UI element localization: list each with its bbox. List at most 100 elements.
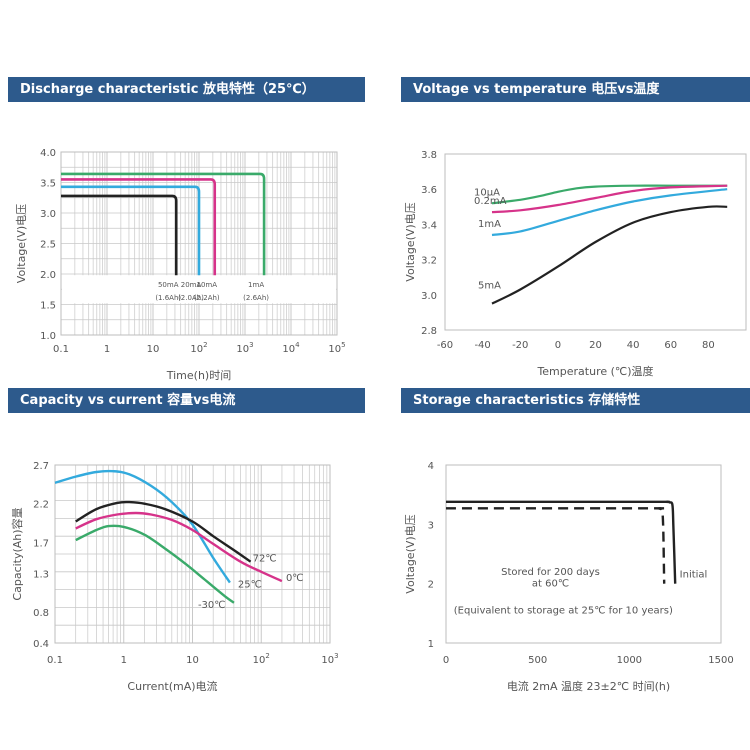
cc-series-green xyxy=(75,524,235,604)
voltage-temperature-panel: Voltage vs temperature 电压vs温度 2.8 3.0 3.2 3… xyxy=(401,77,750,406)
vt-xtick: -40 xyxy=(474,340,490,351)
cc-series-label: 72℃ xyxy=(253,554,277,565)
vt-series-10μA xyxy=(491,184,728,205)
discharge-xtick: 102 xyxy=(190,341,207,355)
cc-xtick: 10 xyxy=(186,655,199,666)
cc-frame xyxy=(54,464,331,644)
st-xtick: 1000 xyxy=(617,655,642,666)
st-series-dashed xyxy=(445,507,667,584)
discharge-frame xyxy=(60,151,338,336)
vt-xtick: -20 xyxy=(512,340,528,351)
vt-ytick: 3.0 xyxy=(421,291,437,302)
cc-ytick: 1.3 xyxy=(33,569,49,580)
discharge-ytick: 2.5 xyxy=(40,240,56,251)
discharge-ytick: 1.0 xyxy=(40,331,56,342)
st-ytick: 4 xyxy=(428,461,434,472)
cc-ylabel: Capacity(Ah)容量 xyxy=(10,507,24,600)
vt-xlabel: Temperature (℃)温度 xyxy=(536,364,653,378)
vt-xtick: 0 xyxy=(555,340,561,351)
discharge-legend-current: 1mA xyxy=(248,281,264,289)
storage-chart: 1 2 3 4 0 500 1000 1500 电流 2mA 温度 23±2℃ 时间(h) Vol… xyxy=(404,461,734,693)
vt-xtick: 20 xyxy=(589,340,602,351)
capacity-current-panel: Capacity vs current 容量vs电流 0.4 0.8 1.3 1.7 2… xyxy=(8,388,365,717)
vt-ytick: 3.2 xyxy=(421,256,437,267)
discharge-xtick: 10 xyxy=(147,344,160,355)
discharge-ytick: 1.5 xyxy=(40,301,56,312)
voltage-temperature-chart: 2.8 3.0 3.2 3.4 3.6 3.8 -60 -40 -20 0 20 40 60 80 Temp… xyxy=(404,150,747,378)
cc-ytick: 1.7 xyxy=(33,538,49,549)
cc-xtick: 1 xyxy=(121,655,127,666)
vt-series-label: 10μA xyxy=(474,187,500,198)
discharge-ytick: 3.5 xyxy=(40,179,56,190)
cc-grid xyxy=(54,464,330,644)
vt-xtick: 40 xyxy=(627,340,640,351)
cc-series-magenta xyxy=(75,511,283,583)
discharge-ytick: 3.0 xyxy=(40,209,56,220)
discharge-grid xyxy=(60,151,337,336)
discharge-legend-current: 20mA xyxy=(181,281,202,289)
vt-series-label: 5mA xyxy=(478,281,501,292)
discharge-series-10mA xyxy=(61,178,217,276)
cc-xtick: 0.1 xyxy=(47,655,63,666)
discharge-legend-current: 50mA xyxy=(158,281,179,289)
cc-series-black xyxy=(75,500,252,563)
storage-panel: Storage characteristics 存储特性 1 2 3 4 0 500 100… xyxy=(401,388,750,717)
st-ylabel: Voltage(V)电压 xyxy=(404,514,417,593)
vt-ytick: 3.8 xyxy=(421,150,437,161)
discharge-series-50mA xyxy=(61,194,178,276)
vt-xtick: 60 xyxy=(664,340,677,351)
st-xtick: 500 xyxy=(528,655,547,666)
cc-xlabel: Current(mA)电流 xyxy=(127,679,217,693)
st-series-solid xyxy=(445,500,677,584)
discharge-legend-band xyxy=(62,275,336,304)
vt-series-0.2mA xyxy=(491,184,728,214)
vt-ytick: 2.8 xyxy=(421,326,437,337)
discharge-ytick: 2.0 xyxy=(40,270,56,281)
cc-series-label: -30℃ xyxy=(198,600,226,611)
discharge-xtick: 103 xyxy=(236,341,253,355)
cc-ytick: 2.7 xyxy=(33,461,49,472)
cc-xtick: 103 xyxy=(321,652,338,666)
st-xtick: 1500 xyxy=(708,655,733,666)
st-frame xyxy=(445,464,722,644)
vt-series-label: 1mA xyxy=(478,219,501,230)
discharge-xtick: 105 xyxy=(328,341,345,355)
discharge-xtick: 104 xyxy=(282,341,300,355)
discharge-xtick: 0.1 xyxy=(53,344,69,355)
cc-ytick: 2.2 xyxy=(33,500,49,511)
discharge-xlabel: Time(h)时间 xyxy=(166,369,231,382)
vt-xtick: -60 xyxy=(437,340,453,351)
st-annotation-temp: at 60℃ xyxy=(532,579,569,590)
st-annotation-equiv: (Equivalent to storage at 25℃ for 10 yea… xyxy=(454,605,673,616)
cc-series-label: 0℃ xyxy=(286,573,304,584)
discharge-legend-capacity: (2.6Ah) xyxy=(243,294,269,302)
capacity-current-chart: 0.4 0.8 1.3 1.7 2.2 2.7 0.1 1 10 102 103 Current(mA… xyxy=(10,461,339,693)
discharge-chart: 1.0 1.5 2.0 2.5 3.0 3.5 4.0 0.1 1 10 102 103 104 105 T… xyxy=(15,148,346,382)
discharge-legend-capacity: (2.0Ah) xyxy=(178,294,204,302)
st-ytick: 3 xyxy=(428,520,434,531)
discharge-title: Discharge characteristic 放电特性（25℃） xyxy=(8,77,365,102)
st-xlabel: 电流 2mA 温度 23±2℃ 时间(h) xyxy=(507,679,670,693)
discharge-panel: Discharge characteristic 放电特性（25℃） 1.0 1.… xyxy=(8,77,365,406)
vt-series-label: 0.2mA xyxy=(474,196,507,207)
cc-series-label: 25℃ xyxy=(238,579,262,590)
discharge-series-1mA xyxy=(61,172,266,276)
discharge-ylabel: Voltage(V)电压 xyxy=(15,204,28,283)
discharge-series-20mA xyxy=(61,185,201,276)
discharge-legend-current: 10mA xyxy=(196,281,217,289)
cc-ytick: 0.4 xyxy=(33,639,49,650)
vt-series-1mA xyxy=(491,188,728,237)
storage-title: Storage characteristics 存储特性 xyxy=(401,388,750,413)
st-ytick: 1 xyxy=(428,639,434,650)
cc-xtick: 102 xyxy=(253,652,270,666)
st-xtick: 0 xyxy=(443,655,449,666)
vt-ylabel: Voltage(V)电压 xyxy=(404,202,417,281)
vt-frame xyxy=(444,153,747,331)
voltage-temperature-title: Voltage vs temperature 电压vs温度 xyxy=(401,77,750,102)
vt-xtick: 80 xyxy=(702,340,715,351)
st-ytick: 2 xyxy=(428,580,434,591)
cc-ytick: 0.8 xyxy=(33,608,49,619)
discharge-xtick: 1 xyxy=(104,344,110,355)
discharge-legend-capacity: (1.6Ah) xyxy=(155,294,181,302)
vt-ytick: 3.4 xyxy=(421,220,437,231)
